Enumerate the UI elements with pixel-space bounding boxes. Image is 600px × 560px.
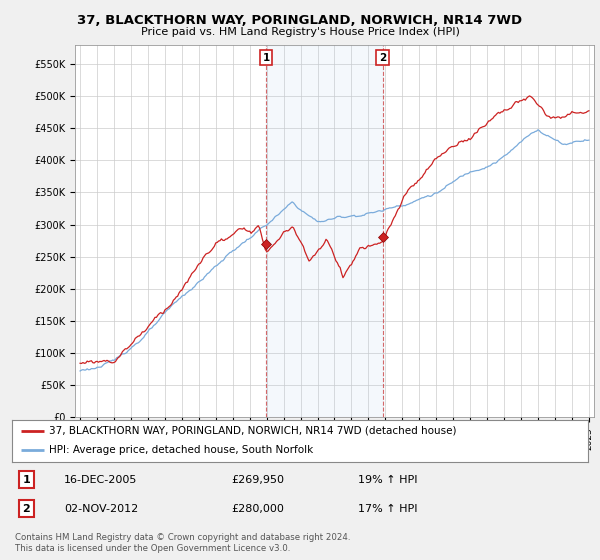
Text: 1: 1 bbox=[23, 475, 30, 484]
Text: 1: 1 bbox=[262, 53, 269, 63]
Text: HPI: Average price, detached house, South Norfolk: HPI: Average price, detached house, Sout… bbox=[49, 445, 314, 455]
Text: Contains HM Land Registry data © Crown copyright and database right 2024.
This d: Contains HM Land Registry data © Crown c… bbox=[15, 533, 350, 553]
Text: £269,950: £269,950 bbox=[231, 475, 284, 484]
Text: 19% ↑ HPI: 19% ↑ HPI bbox=[358, 475, 417, 484]
Text: £280,000: £280,000 bbox=[231, 503, 284, 514]
Text: 2: 2 bbox=[379, 53, 386, 63]
Text: 37, BLACKTHORN WAY, PORINGLAND, NORWICH, NR14 7WD (detached house): 37, BLACKTHORN WAY, PORINGLAND, NORWICH,… bbox=[49, 426, 457, 436]
Text: 16-DEC-2005: 16-DEC-2005 bbox=[64, 475, 137, 484]
Text: 17% ↑ HPI: 17% ↑ HPI bbox=[358, 503, 417, 514]
Text: 02-NOV-2012: 02-NOV-2012 bbox=[64, 503, 138, 514]
Bar bbox=[266, 45, 383, 417]
Text: Price paid vs. HM Land Registry's House Price Index (HPI): Price paid vs. HM Land Registry's House … bbox=[140, 27, 460, 37]
Text: 37, BLACKTHORN WAY, PORINGLAND, NORWICH, NR14 7WD: 37, BLACKTHORN WAY, PORINGLAND, NORWICH,… bbox=[77, 14, 523, 27]
Text: 2: 2 bbox=[23, 503, 30, 514]
